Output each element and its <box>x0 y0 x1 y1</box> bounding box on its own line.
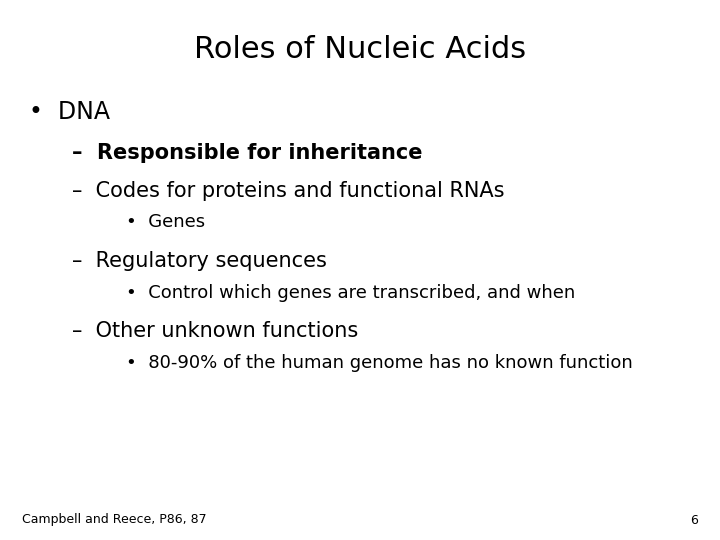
Text: •  DNA: • DNA <box>29 100 109 124</box>
Text: Roles of Nucleic Acids: Roles of Nucleic Acids <box>194 35 526 64</box>
Text: 6: 6 <box>690 514 698 526</box>
Text: –  Codes for proteins and functional RNAs: – Codes for proteins and functional RNAs <box>72 181 505 201</box>
Text: –  Other unknown functions: – Other unknown functions <box>72 321 359 341</box>
Text: Campbell and Reece, P86, 87: Campbell and Reece, P86, 87 <box>22 514 206 526</box>
Text: –  Responsible for inheritance: – Responsible for inheritance <box>72 143 423 163</box>
Text: –  Regulatory sequences: – Regulatory sequences <box>72 251 327 271</box>
Text: •  Genes: • Genes <box>126 213 205 231</box>
Text: •  Control which genes are transcribed, and when: • Control which genes are transcribed, a… <box>126 284 575 301</box>
Text: •  80-90% of the human genome has no known function: • 80-90% of the human genome has no know… <box>126 354 633 372</box>
